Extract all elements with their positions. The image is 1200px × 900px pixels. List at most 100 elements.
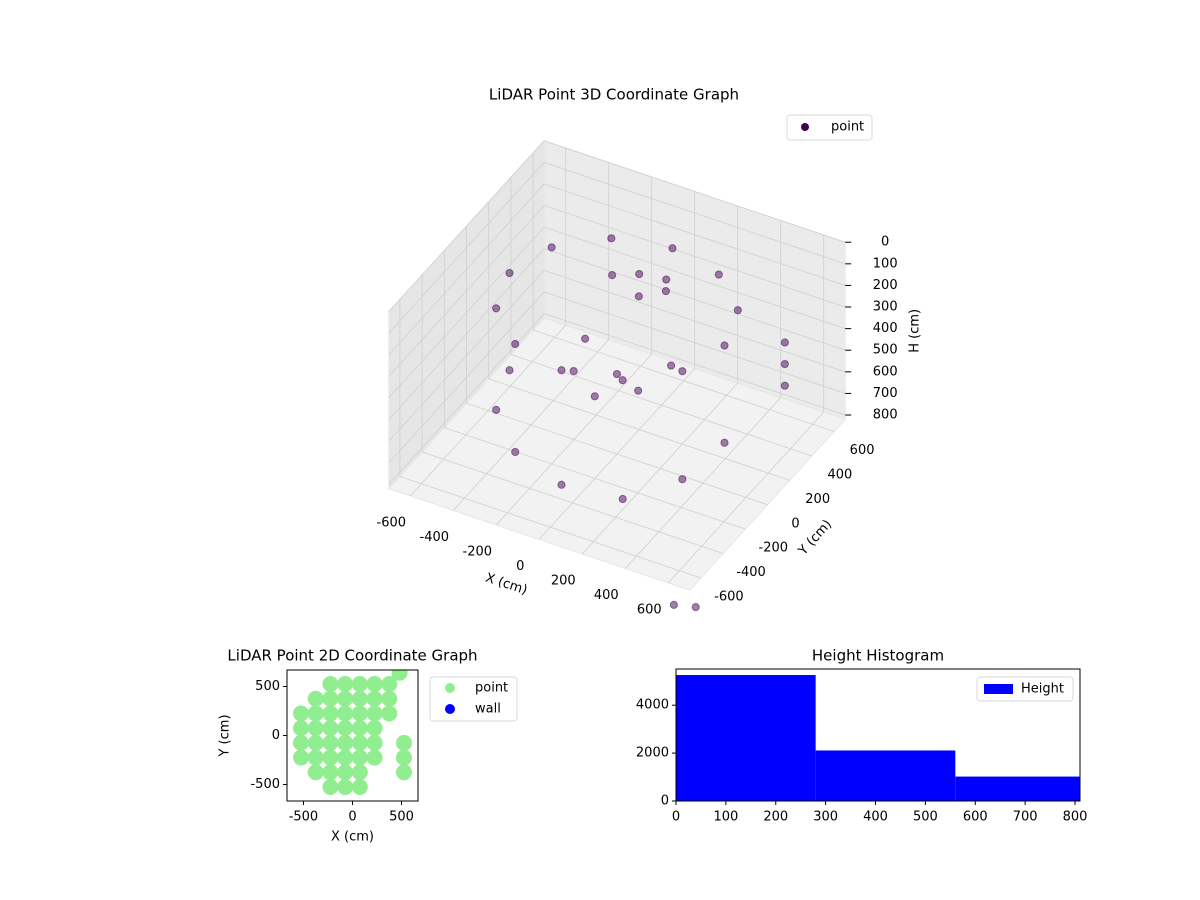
point: [661, 286, 671, 296]
grid-line: [544, 205, 846, 308]
x-tick-label: 800: [1063, 810, 1088, 825]
chart-title: LiDAR Point 2D Coordinate Graph: [227, 647, 477, 665]
x-axis-label: X (cm): [484, 571, 530, 599]
point: [720, 341, 729, 350]
y-tick-label: 0: [272, 728, 280, 743]
point: [618, 494, 627, 504]
z-tick-label: 200: [873, 278, 898, 293]
point: [366, 705, 383, 722]
bar: [955, 776, 1080, 801]
grid-line: [444, 427, 746, 530]
x-tick-label: -600: [377, 515, 407, 530]
y-tick-label: 600: [850, 443, 875, 458]
point: [307, 690, 324, 707]
legend-marker: [445, 704, 455, 714]
point: [557, 366, 566, 375]
point: [293, 749, 310, 766]
point: [492, 405, 501, 415]
point: [505, 366, 514, 375]
x-tick-label: 200: [763, 810, 788, 825]
point: [634, 292, 643, 301]
z-tick-label: 800: [873, 408, 898, 423]
point: [780, 359, 789, 369]
grid-line: [466, 402, 768, 506]
point: [547, 243, 556, 252]
grid-line: [388, 248, 545, 420]
point: [391, 670, 408, 681]
point: [667, 361, 676, 370]
y-tick-label: 500: [255, 679, 280, 694]
x-tick-label: -500: [289, 810, 319, 825]
point: [322, 705, 339, 722]
x-tick-label: 500: [389, 810, 414, 825]
point: [720, 438, 729, 447]
point: [714, 270, 723, 279]
point: [395, 734, 412, 751]
point: [511, 447, 520, 457]
point: [351, 690, 368, 707]
point: [322, 778, 339, 795]
legend-marker: [801, 123, 809, 131]
z-tick-label: 300: [873, 300, 898, 315]
grid-line: [421, 451, 724, 554]
point: [618, 376, 627, 385]
z-tick-label: 700: [873, 386, 898, 401]
x-tick-label: 0: [672, 810, 680, 825]
point: [608, 270, 617, 280]
z-tick-label: 400: [873, 321, 898, 336]
bar: [676, 675, 816, 801]
point: [557, 480, 566, 489]
bar: [815, 750, 956, 801]
grid-line: [399, 476, 702, 579]
x-tick-label: 700: [1013, 810, 1038, 825]
x-tick-label: 100: [713, 810, 738, 825]
y-tick-label: -500: [250, 777, 280, 792]
point: [337, 676, 354, 693]
point: [569, 366, 578, 376]
x-tick-label: 400: [594, 588, 619, 603]
legend-label: point: [475, 681, 508, 696]
point: [337, 705, 354, 722]
grid-line: [388, 291, 545, 463]
grid-line: [544, 269, 846, 373]
point: [322, 690, 339, 707]
grid-line: [388, 140, 545, 312]
grid-line: [544, 140, 846, 243]
chart-title: LiDAR Point 3D Coordinate Graph: [489, 86, 739, 104]
point: [581, 334, 590, 343]
point: [395, 764, 412, 781]
point: [780, 381, 789, 390]
point: [381, 676, 398, 693]
y-tick-label: 400: [827, 467, 852, 482]
y-axis-label: Y (cm): [795, 517, 835, 559]
point: [293, 705, 310, 722]
z-axis-label: H (cm): [908, 309, 923, 353]
x-tick-label: 400: [863, 810, 888, 825]
point: [337, 720, 354, 737]
point: [635, 269, 644, 279]
x-tick-label: 600: [637, 602, 662, 617]
point: [733, 306, 742, 315]
z-tick-label: 0: [881, 235, 889, 250]
point: [395, 749, 412, 766]
point: [322, 734, 339, 751]
point: [351, 749, 368, 766]
grid-line: [544, 248, 846, 351]
x-tick-label: 600: [963, 810, 988, 825]
y-tick-label: 4000: [636, 698, 669, 713]
x-tick-label: 300: [813, 810, 838, 825]
z-tick-label: 500: [873, 343, 898, 358]
x-axis-label: X (cm): [331, 830, 374, 845]
point: [366, 734, 383, 751]
legend-label: point: [831, 120, 864, 135]
point: [492, 304, 501, 313]
x-tick-label: 200: [551, 573, 576, 588]
point: [351, 676, 368, 693]
point: [381, 690, 398, 707]
legend-box: [976, 676, 1074, 702]
point: [366, 749, 383, 766]
axes-frame: [675, 668, 1081, 802]
point: [780, 338, 789, 347]
point: [607, 234, 616, 243]
